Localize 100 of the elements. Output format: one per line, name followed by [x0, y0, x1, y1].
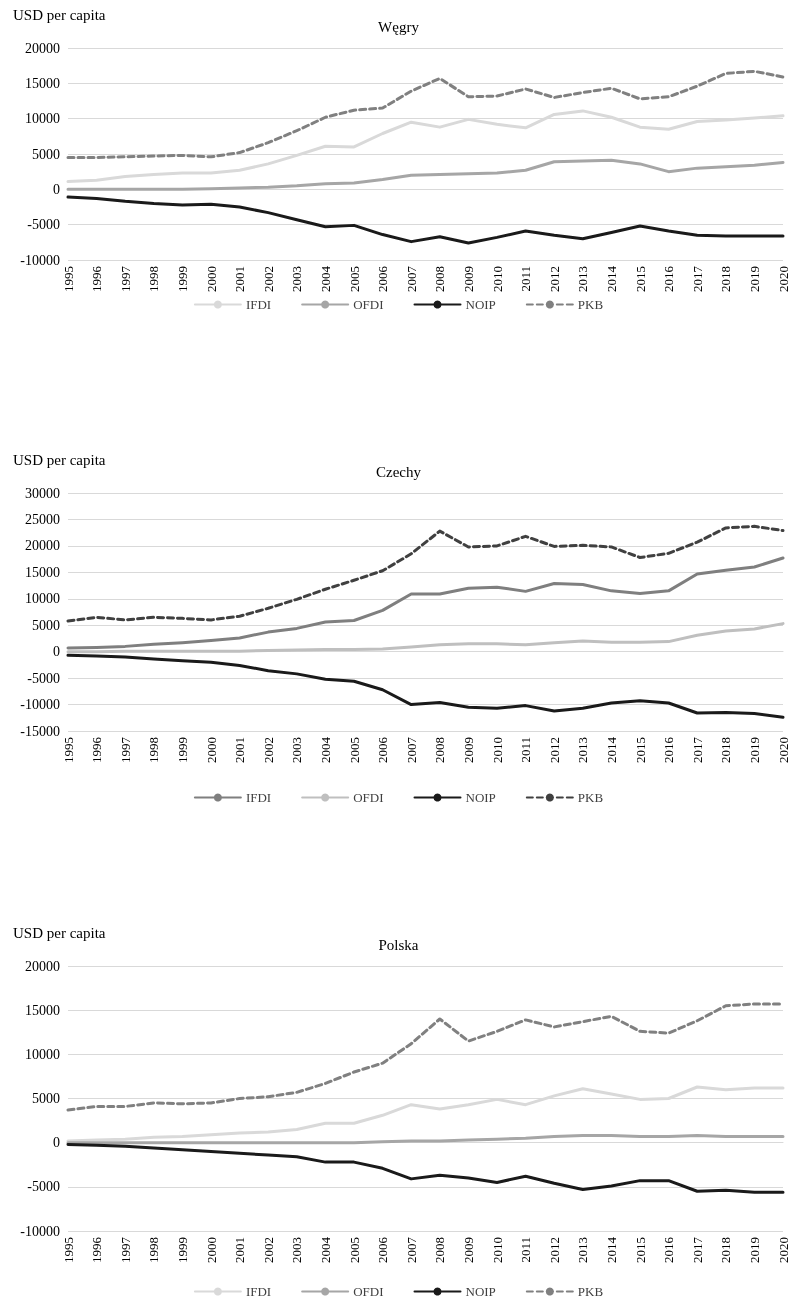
- y-tick-label: 15000: [25, 564, 60, 580]
- y-tick-label: -5000: [27, 217, 60, 233]
- x-tick-label: 1998: [146, 266, 162, 292]
- x-tick-label: 2015: [632, 1237, 648, 1263]
- x-tick-label: 2009: [460, 737, 476, 763]
- x-tick-label: 2007: [403, 265, 419, 292]
- x-tick-label: 2017: [689, 736, 705, 763]
- y-tick-label: -5000: [27, 670, 60, 686]
- y-tick-label: 15000: [25, 1002, 60, 1018]
- x-tick-label: 1999: [174, 1237, 190, 1263]
- x-tick-label: 1996: [89, 265, 105, 292]
- x-tick-label: 1995: [60, 266, 76, 292]
- y-tick-label: 30000: [25, 485, 60, 501]
- x-tick-label: 2009: [460, 266, 476, 292]
- x-tick-label: 2004: [317, 265, 333, 292]
- y-tick-label: 5000: [32, 617, 60, 633]
- x-tick-label: 1999: [174, 266, 190, 292]
- x-tick-label: 2018: [718, 737, 734, 763]
- x-tick-label: 1996: [89, 736, 105, 763]
- y-tick-label: 0: [53, 1135, 60, 1151]
- legend-label: PKB: [577, 297, 604, 312]
- x-tick-label: 2005: [346, 266, 362, 292]
- line-series: [66, 195, 785, 245]
- y-tick-label: 5000: [32, 1091, 60, 1106]
- x-tick-label: 2008: [432, 266, 448, 292]
- x-tick-label: 2014: [603, 1236, 619, 1263]
- x-tick-label: 2012: [546, 1237, 562, 1263]
- legend-label: OFDI: [353, 297, 384, 312]
- y-tick-label: 0: [53, 644, 60, 660]
- x-tick-label: 2019: [746, 1237, 762, 1263]
- x-tick-label: 2014: [603, 265, 619, 292]
- x-tick-label: 2002: [260, 737, 276, 763]
- line-series: [66, 524, 785, 623]
- x-tick-label: 2003: [289, 1237, 305, 1263]
- x-tick-label: 1995: [60, 1237, 76, 1263]
- x-tick-label: 1998: [146, 737, 162, 763]
- y-tick-label: 5000: [32, 146, 60, 162]
- x-tick-label: 2001: [232, 737, 248, 763]
- legend-label: IFDI: [245, 297, 272, 312]
- line-series: [66, 1134, 785, 1145]
- x-tick-label: 2005: [346, 737, 362, 763]
- legend-label: NOIP: [465, 1284, 496, 1299]
- x-tick-label: 2004: [317, 736, 333, 763]
- x-tick-label: 2019: [746, 266, 762, 292]
- legend-label: OFDI: [353, 790, 384, 805]
- x-tick-label: 2015: [632, 266, 648, 292]
- y-tick-label: 25000: [25, 511, 60, 527]
- x-tick-label: 2007: [403, 1236, 419, 1263]
- x-tick-label: 2008: [432, 1237, 448, 1263]
- x-tick-label: 2020: [775, 266, 791, 292]
- line-series: [66, 69, 785, 160]
- legend-label: NOIP: [465, 297, 496, 312]
- chart-title: Czechy: [376, 463, 422, 480]
- legend-label: NOIP: [465, 790, 496, 805]
- y-tick-label: 10000: [25, 591, 60, 607]
- x-tick-label: 2017: [689, 265, 705, 292]
- y-tick-label: -10000: [20, 697, 60, 713]
- y-tick-label: 10000: [25, 1046, 60, 1062]
- line-series: [66, 1142, 785, 1194]
- legend-label: PKB: [577, 1284, 604, 1299]
- x-tick-label: 2011: [518, 1237, 534, 1263]
- x-tick-label: 2016: [661, 736, 677, 763]
- x-tick-label: 2020: [775, 1237, 791, 1263]
- legend-label: PKB: [577, 790, 604, 805]
- x-tick-label: 2009: [460, 1237, 476, 1263]
- x-tick-label: 2018: [718, 1237, 734, 1263]
- x-tick-label: 2012: [546, 266, 562, 292]
- y-axis-title: USD per capita: [13, 6, 106, 23]
- y-tick-label: 20000: [25, 40, 60, 56]
- x-tick-label: 2020: [775, 737, 791, 763]
- line-series: [66, 622, 785, 654]
- x-tick-label: 1995: [60, 737, 76, 763]
- x-tick-label: 2017: [689, 1236, 705, 1263]
- x-tick-label: 2003: [289, 266, 305, 292]
- x-tick-label: 2008: [432, 737, 448, 763]
- line-series: [66, 556, 785, 650]
- x-tick-label: 1996: [89, 1236, 105, 1263]
- x-tick-label: 2006: [375, 736, 391, 763]
- x-tick-label: 2016: [661, 1236, 677, 1263]
- y-tick-label: 10000: [25, 111, 60, 127]
- y-tick-label: -10000: [20, 252, 60, 268]
- x-tick-label: 2001: [232, 1237, 248, 1263]
- x-tick-label: 2001: [232, 266, 248, 292]
- x-tick-label: 1998: [146, 1237, 162, 1263]
- x-tick-label: 2011: [518, 266, 534, 292]
- x-tick-label: 2013: [575, 266, 591, 292]
- y-tick-label: 15000: [25, 75, 60, 91]
- x-tick-label: 2004: [317, 1236, 333, 1263]
- x-tick-label: 2010: [489, 1237, 505, 1263]
- x-tick-label: 2007: [403, 736, 419, 763]
- y-tick-label: 20000: [25, 538, 60, 554]
- y-axis-title: USD per capita: [13, 451, 106, 468]
- y-tick-label: 20000: [25, 958, 60, 974]
- x-tick-label: 2013: [575, 1237, 591, 1263]
- x-tick-label: 2014: [603, 736, 619, 763]
- chart-title: Węgry: [378, 18, 420, 35]
- x-tick-label: 2012: [546, 737, 562, 763]
- legend-label: IFDI: [245, 790, 272, 805]
- chart-title: Polska: [378, 936, 419, 953]
- x-tick-label: 2010: [489, 737, 505, 763]
